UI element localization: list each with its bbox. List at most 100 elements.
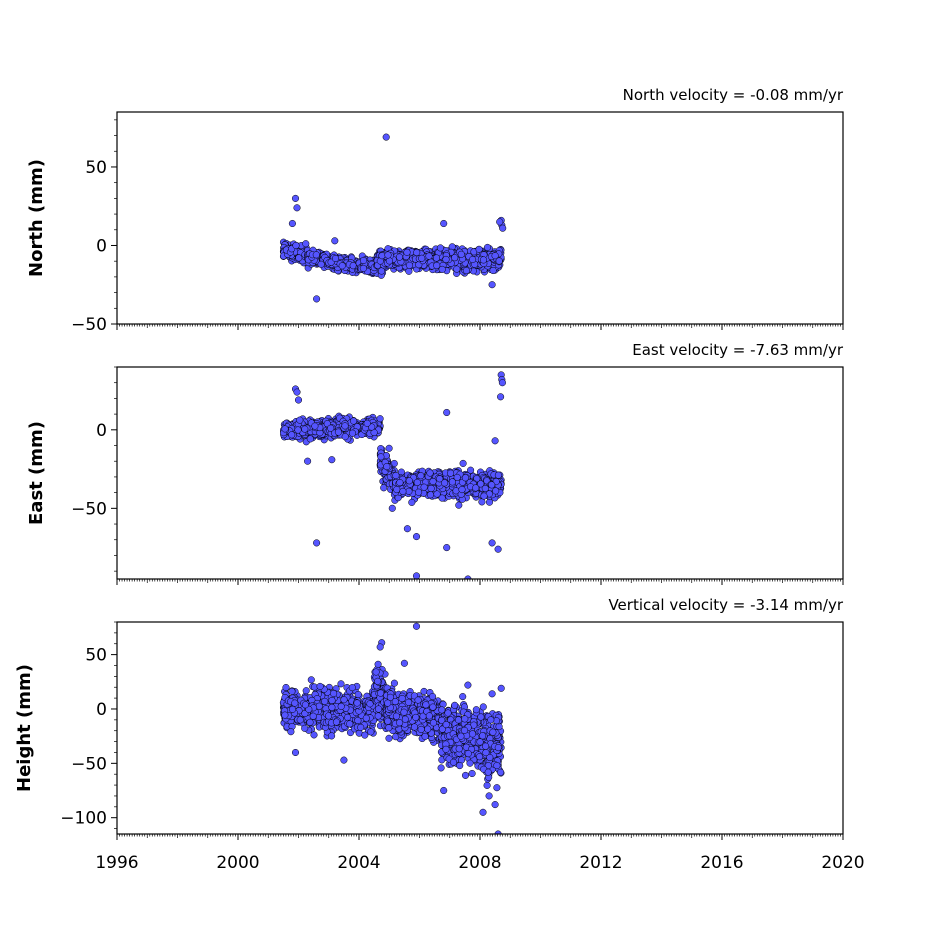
data-point: [294, 426, 302, 434]
data-point: [311, 422, 319, 430]
data-point: [378, 252, 386, 260]
data-point: [293, 204, 301, 212]
data-point: [301, 425, 309, 433]
axes-frame: [116, 111, 844, 325]
data-point: [433, 261, 441, 270]
data-point: [438, 265, 446, 273]
data-point: [348, 429, 357, 437]
data-point: [436, 244, 444, 252]
data-point: [499, 224, 507, 232]
data-point: [328, 456, 336, 464]
data-point: [488, 481, 496, 489]
data-point: [327, 424, 335, 432]
y-tick-label: −50: [71, 499, 107, 519]
data-point: [376, 415, 384, 423]
data-point: [405, 267, 413, 275]
data-point: [341, 422, 349, 430]
panel-east: −50 0 East velocity = -7.63 mm/yr East (mm): [26, 341, 844, 585]
scatter-points: [279, 622, 505, 834]
data-point: [350, 417, 358, 425]
y-tick-label: 50: [85, 158, 107, 178]
data-point: [380, 484, 388, 492]
data-point: [412, 572, 421, 579]
data-point: [453, 265, 461, 273]
data-point: [396, 479, 404, 487]
data-point: [496, 218, 504, 226]
data-point: [363, 419, 371, 427]
data-point: [359, 256, 368, 265]
y-axis-label: East (mm): [26, 421, 47, 525]
scatter-points: [279, 133, 507, 303]
data-point: [337, 680, 345, 688]
data-point: [392, 471, 400, 480]
data-point: [415, 488, 423, 496]
data-point: [432, 254, 441, 262]
data-point: [427, 484, 435, 493]
data-point: [288, 431, 296, 439]
data-point: [294, 396, 303, 404]
y-tick-label: 0: [96, 421, 107, 441]
data-point: [393, 486, 401, 494]
data-point: [292, 241, 300, 250]
data-point: [412, 533, 421, 541]
data-point: [383, 463, 391, 471]
data-point: [443, 544, 451, 552]
data-point: [469, 255, 477, 264]
data-point: [491, 252, 499, 260]
data-point: [442, 255, 450, 263]
data-point: [426, 491, 435, 499]
data-point: [488, 539, 496, 547]
data-point: [378, 267, 386, 275]
data-point: [399, 487, 407, 495]
data-point: [384, 251, 392, 259]
panel-title: East velocity = -7.63 mm/yr: [632, 341, 844, 359]
data-point: [413, 248, 421, 257]
data-point: [494, 545, 502, 553]
data-point: [498, 379, 506, 387]
data-point: [459, 459, 467, 467]
data-point: [408, 498, 416, 506]
data-point: [293, 388, 301, 396]
data-point: [497, 393, 505, 401]
data-point: [377, 453, 385, 461]
data-point: [403, 248, 411, 256]
data-point: [307, 676, 315, 684]
panel-north: −50 0 50 North velocity = -0.08 mm/yr North …: [26, 86, 844, 335]
data-point: [443, 408, 451, 417]
data-point: [462, 267, 470, 275]
data-point: [457, 250, 465, 258]
data-point: [447, 469, 455, 477]
y-tick-label: 0: [96, 236, 107, 256]
data-point: [382, 133, 390, 141]
data-point: [494, 471, 502, 479]
y-axis-label: North (mm): [26, 159, 47, 277]
data-point: [417, 472, 425, 480]
data-point: [477, 480, 485, 488]
data-point: [385, 257, 393, 265]
data-point: [313, 295, 321, 303]
data-point: [288, 219, 296, 228]
data-point: [491, 437, 499, 445]
data-point: [420, 483, 428, 491]
data-point: [331, 237, 339, 245]
data-point: [492, 487, 500, 495]
data-point: [291, 194, 300, 202]
data-point: [341, 433, 349, 441]
data-point: [464, 575, 472, 579]
data-point: [448, 478, 456, 486]
data-point: [296, 416, 304, 424]
data-point: [304, 457, 312, 465]
data-point: [338, 262, 346, 270]
data-point: [312, 251, 320, 259]
data-point: [405, 261, 414, 269]
data-point: [405, 477, 413, 485]
data-point: [317, 260, 325, 268]
data-point: [405, 487, 413, 495]
data-point: [429, 477, 437, 486]
data-point: [281, 425, 289, 433]
data-point: [331, 254, 340, 263]
data-point: [441, 479, 449, 487]
data-point: [475, 245, 483, 253]
data-point: [438, 494, 446, 502]
